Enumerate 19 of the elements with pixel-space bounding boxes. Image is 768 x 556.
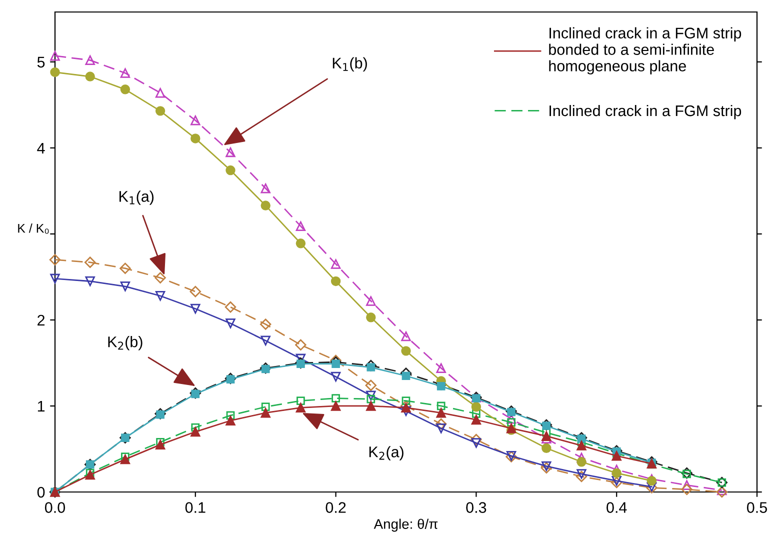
x-tick-label: 0.4 (606, 502, 627, 513)
legend-label: Inclined crack in a FGM strip bonded to a semi-infinite homogeneous plane (549, 27, 742, 74)
y-tick-label: 4 (37, 142, 45, 154)
x-tick-label: 0.5 (746, 502, 767, 513)
x-tick-label: 0.2 (326, 502, 346, 513)
annotation: K$_{1}$(a) (120, 190, 154, 205)
annotation: K$_{1}$(b) (332, 57, 367, 72)
y-tick-label: 0 (37, 486, 45, 498)
annotation: K$_{2}$(a) (369, 446, 404, 460)
x-axis-title: Angle: θ/π (374, 518, 438, 532)
y-tick-label: 2 (38, 314, 45, 326)
legend-label: Inclined crack in a FGM strip (550, 104, 742, 120)
y-tick-label: 1 (38, 401, 45, 412)
x-tick-label: 0.1 (185, 502, 206, 513)
x-tick-label: 0.0 (44, 502, 66, 513)
y-axis-title: K / K₀ (18, 224, 49, 234)
y-tick-label: 5 (37, 56, 45, 68)
x-tick-label: 0.3 (466, 502, 486, 513)
annotation: K$_{2}$(b) (108, 336, 142, 350)
